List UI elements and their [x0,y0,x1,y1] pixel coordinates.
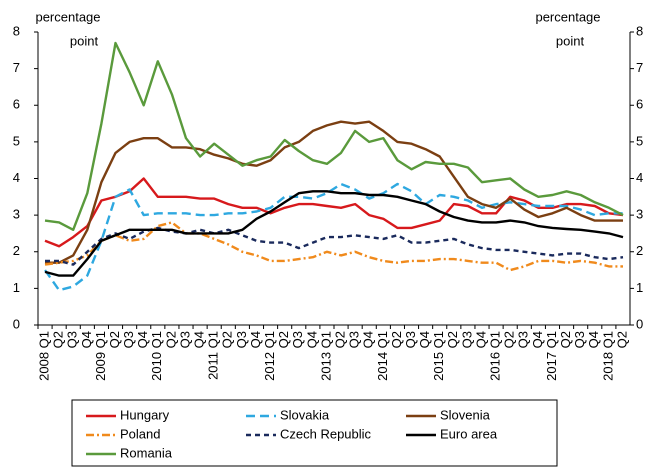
y-axis-label: percentage [35,9,100,24]
series-line [44,177,624,248]
y2-tick-label: 3 [636,207,643,222]
x-tick-label: Q2 [276,331,291,348]
y-tick-label: 4 [13,170,20,185]
x-tick-label: 2016 Q1 [488,331,503,381]
x-tick-label: Q4 [530,331,545,348]
x-tick-label: 2013 Q1 [318,331,333,381]
x-tick-label: Q2 [51,331,66,348]
x-tick-label: Q4 [79,331,94,348]
x-tick-label: Q4 [417,331,432,348]
y2-tick-label: 8 [636,23,643,38]
x-tick-label: Q3 [516,331,531,348]
y2-tick-label: 0 [636,316,643,331]
y2-tick-label: 1 [636,280,643,295]
x-tick-label: Q3 [234,331,249,348]
y-tick-label: 6 [13,97,20,112]
x-tick-label: Q2 [502,331,517,348]
y-tick-label: 7 [13,60,20,75]
x-tick-label: 2015 Q1 [431,331,446,381]
x-tick-label: Q4 [586,331,601,348]
y-tick-label: 0 [13,316,20,331]
x-tick-label: 2014 Q1 [375,331,390,381]
y2-tick-label: 6 [636,97,643,112]
series-line [45,120,623,264]
y-axis-label: point [70,33,99,48]
y-tick-label: 1 [13,280,20,295]
series-line [44,182,623,292]
series-line [44,190,624,277]
x-tick-label: Q4 [192,331,207,348]
legend-label: Euro area [440,426,498,441]
y-tick-label: 3 [13,207,20,222]
x-tick-label: Q3 [65,331,80,348]
x-tick-label: Q3 [121,331,136,348]
legend-box [71,399,558,467]
x-tick-label: Q4 [361,331,376,348]
y2-axis-label: percentage [535,9,600,24]
x-tick-label: 2018 Q1 [600,331,615,381]
x-tick-label: Q2 [332,331,347,348]
x-tick-label: 2008 Q1 [36,331,51,381]
y2-tick-label: 5 [636,133,643,148]
x-tick-label: Q2 [389,331,404,348]
series-line [45,226,624,266]
legend-label: Czech Republic [280,426,372,441]
x-tick-label: Q2 [220,331,235,348]
x-tick-label: Q4 [473,331,488,348]
x-tick-label: Q2 [614,331,629,348]
x-tick-label: Q2 [107,331,122,348]
y-tick-label: 2 [13,243,20,258]
y-tick-label: 8 [13,23,20,38]
legend-label: Romania [120,445,173,460]
x-tick-label: 2010 Q1 [149,331,164,381]
x-tick-label: 2017 Q1 [544,331,559,381]
legend-label: Hungary [120,407,170,422]
x-tick-label: 2011 Q1 [206,331,221,380]
x-tick-label: Q3 [177,331,192,348]
y-tick-label: 5 [13,133,20,148]
series-line [44,221,623,272]
x-tick-label: 2012 Q1 [262,331,277,381]
x-tick-label: Q4 [135,331,150,348]
legend-label: Poland [120,426,160,441]
x-tick-label: Q2 [445,331,460,348]
x-tick-label: Q4 [304,331,319,348]
x-tick-label: Q3 [459,331,474,348]
series-line [44,41,624,231]
x-tick-label: Q3 [572,331,587,348]
y2-axis-label: point [556,33,585,48]
y2-tick-label: 7 [636,60,643,75]
y2-tick-label: 4 [636,170,643,185]
x-tick-label: Q4 [248,331,263,348]
x-tick-label: Q3 [403,331,418,348]
legend-label: Slovakia [280,407,330,422]
x-tick-label: Q3 [290,331,305,348]
y2-tick-label: 2 [636,243,643,258]
x-tick-label: 2009 Q1 [93,331,108,381]
x-tick-label: Q3 [347,331,362,348]
x-tick-label: Q2 [163,331,178,348]
x-tick-label: Q2 [558,331,573,348]
legend-label: Slovenia [440,407,491,422]
